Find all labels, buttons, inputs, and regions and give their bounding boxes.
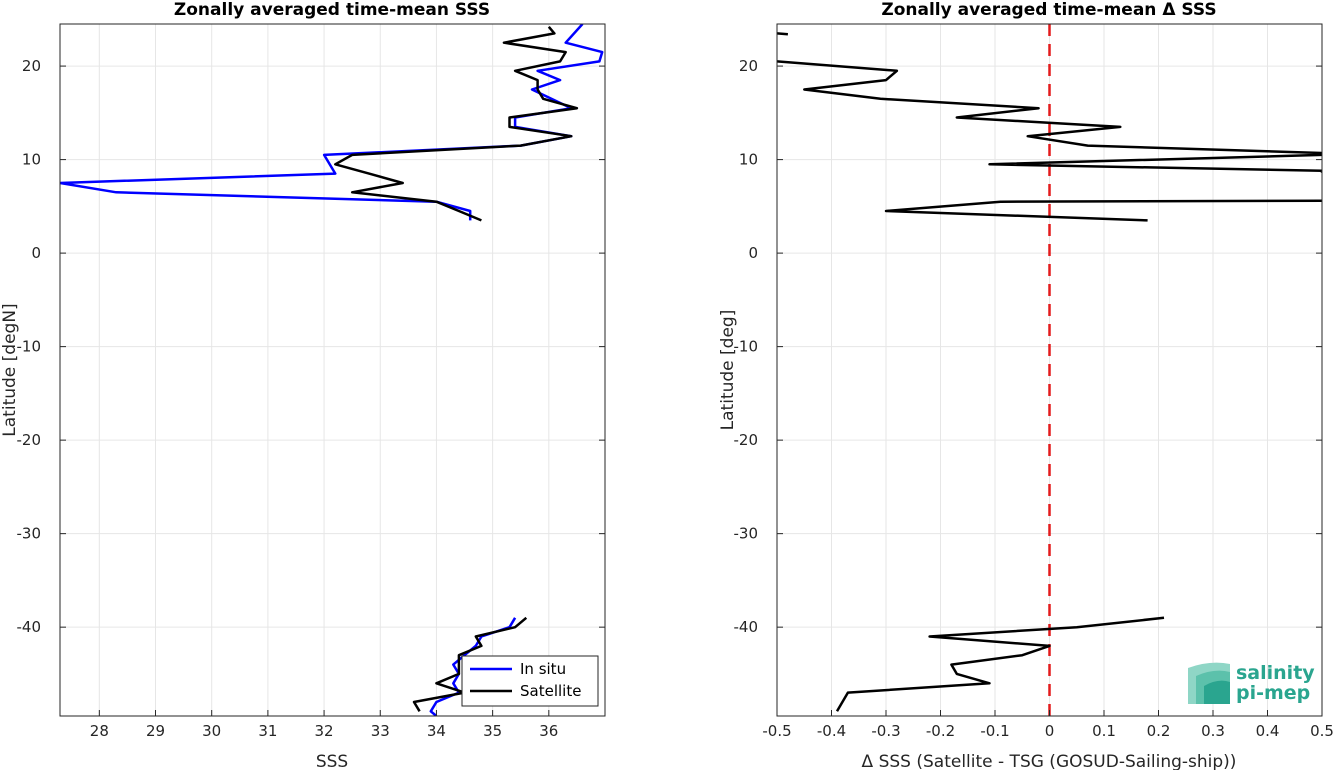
- sss-plot-area: [60, 24, 605, 716]
- delta-series-0-line: [777, 60, 1322, 173]
- sss-x-tick-label: 34: [427, 722, 446, 740]
- sss-y-tick-label: 20: [22, 57, 41, 75]
- legend-satellite-label: Satellite: [520, 682, 581, 700]
- delta-x-tick-label: 0.5: [1310, 722, 1334, 740]
- sss-series-1-line: [412, 616, 528, 712]
- delta-x-tick-label: -0.5: [762, 722, 791, 740]
- delta-x-tick-label: -0.2: [926, 722, 955, 740]
- legend-box: [461, 655, 599, 707]
- delta-y-tick-label: -20: [734, 431, 759, 449]
- legend: In situ Satellite: [461, 655, 599, 707]
- delta-x-tick-label: -0.1: [980, 722, 1009, 740]
- delta-y-tick-label: -10: [734, 338, 759, 356]
- logo-line2: pi-mep: [1236, 682, 1310, 704]
- delta-title: Zonally averaged time-mean Δ SSS: [881, 0, 1216, 20]
- sss-x-tick-label: 31: [258, 722, 277, 740]
- sss-y-tick-label: -30: [17, 525, 42, 543]
- delta-y-tick-label: -30: [734, 525, 759, 543]
- sss-ticks: 28 29 30 31 32 33 34 35 36 20 10 0 -10 -20 -30 -40: [17, 57, 605, 740]
- logo-line1: salinity: [1236, 662, 1315, 684]
- sss-y-tick-label: 10: [22, 151, 41, 169]
- sss-x-tick-label: 28: [90, 722, 109, 740]
- delta-x-tick-label: 0.1: [1092, 722, 1116, 740]
- sss-y-tick-label: -20: [17, 431, 42, 449]
- sss-series: [60, 24, 604, 716]
- delta-x-tick-label: 0.2: [1147, 722, 1171, 740]
- sss-series-1-line: [334, 25, 579, 222]
- sss-x-tick-label: 35: [483, 722, 502, 740]
- delta-x-tick-label: -0.3: [871, 722, 900, 740]
- sss-x-tick-label: 30: [202, 722, 221, 740]
- sss-x-tick-label: 29: [146, 722, 165, 740]
- delta-x-tick-label: -0.4: [817, 722, 846, 740]
- delta-series: [777, 32, 1322, 712]
- salinity-pimep-logo: salinity pi-mep: [1188, 662, 1315, 704]
- sss-y-tick-label: 0: [31, 244, 41, 262]
- delta-y-tick-label: 20: [739, 57, 758, 75]
- sss-panel: 28 29 30 31 32 33 34 35 36 20 10 0 -10 -20 -30 -40 Zona…: [0, 0, 606, 770]
- delta-y-tick-label: 10: [739, 151, 758, 169]
- delta-series-0-line: [835, 616, 1165, 712]
- sss-x-tick-label: 33: [371, 722, 390, 740]
- delta-series-0-line: [884, 199, 1322, 222]
- delta-sss-panel: -0.5 -0.4 -0.3 -0.2 -0.1 0 0.1 0.2 0.3 0.4 0.5 20 10…: [718, 0, 1334, 770]
- sss-y-tick-label: -10: [17, 338, 42, 356]
- delta-ticks: -0.5 -0.4 -0.3 -0.2 -0.1 0 0.1 0.2 0.3 0.4 0.5 20 10…: [734, 57, 1334, 740]
- delta-x-tick-label: 0: [1045, 722, 1055, 740]
- sss-title: Zonally averaged time-mean SSS: [174, 0, 490, 20]
- delta-y-axis-label: Latitude [deg]: [718, 310, 738, 431]
- sss-x-tick-label: 32: [315, 722, 334, 740]
- delta-series-0-line: [777, 32, 789, 36]
- sss-x-tick-label: 36: [539, 722, 558, 740]
- logo-wave-front: [1204, 680, 1230, 704]
- delta-x-tick-label: 0.4: [1256, 722, 1280, 740]
- sss-y-axis-label: Latitude [degN]: [0, 303, 20, 436]
- sss-y-tick-label: -40: [17, 618, 42, 636]
- sss-axes-box: [59, 23, 606, 717]
- sss-x-axis-label: SSS: [316, 752, 348, 770]
- delta-x-tick-label: 0.3: [1201, 722, 1225, 740]
- delta-y-tick-label: -40: [734, 618, 759, 636]
- legend-in-situ-label: In situ: [520, 660, 566, 678]
- delta-y-tick-label: 0: [748, 244, 758, 262]
- delta-x-axis-label: Δ SSS (Satellite - TSG (GOSUD-Sailing-sh…: [862, 752, 1237, 770]
